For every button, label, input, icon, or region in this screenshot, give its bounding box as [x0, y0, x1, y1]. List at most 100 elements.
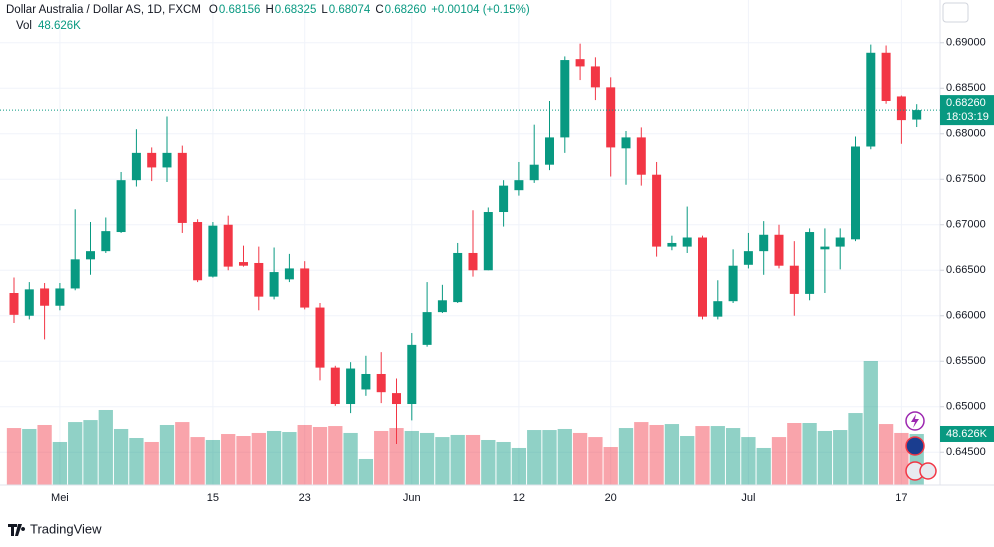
x-tick-label: 17 — [895, 492, 907, 504]
volume-bar — [527, 430, 542, 485]
candle-body — [346, 368, 356, 405]
y-tick-label: 0.68500 — [946, 82, 986, 94]
volume-bar — [787, 423, 802, 485]
candle-body — [759, 234, 769, 252]
candle-body — [835, 237, 845, 247]
volume-bar — [297, 424, 312, 485]
volume-bar — [190, 437, 205, 485]
volume-bar — [649, 424, 664, 485]
volume-bar — [588, 437, 603, 485]
volume-value: 48.626K — [38, 20, 81, 32]
candle-body — [70, 259, 80, 289]
candle-body — [529, 164, 539, 181]
candle-body — [208, 225, 218, 277]
ohlc-key: O — [209, 4, 218, 16]
volume-bar — [572, 432, 588, 485]
candle-body — [239, 262, 248, 266]
candle-body — [315, 307, 325, 368]
change: +0.00104 (+0.15%) — [431, 4, 530, 16]
candle-body — [86, 251, 95, 260]
candle-body — [223, 224, 233, 267]
candle-body — [805, 232, 815, 294]
volume-bar — [725, 428, 741, 485]
ohlc-value: 0.68325 — [275, 4, 317, 16]
candle-body — [55, 288, 65, 306]
volume-bar — [68, 422, 83, 485]
candle-body — [667, 242, 677, 247]
volume-bar — [710, 426, 725, 485]
volume-bar — [98, 409, 113, 485]
candle-body — [177, 152, 187, 223]
volume-bar — [481, 439, 496, 485]
volume-bar — [144, 441, 159, 485]
volume-bar — [771, 437, 787, 485]
candle-body — [330, 367, 340, 405]
candle-body — [437, 300, 447, 313]
volume-bar — [374, 430, 389, 485]
x-tick-label: 12 — [513, 492, 525, 504]
settings-button[interactable] — [942, 2, 969, 23]
candle-body — [162, 152, 172, 168]
candle-body — [575, 59, 585, 67]
grid — [0, 0, 940, 485]
candle-body — [483, 212, 493, 271]
volume-bar — [435, 437, 450, 485]
y-tick-label: 0.67000 — [946, 219, 986, 231]
candle-body — [193, 222, 203, 281]
volume-bar — [618, 428, 634, 485]
candle-body — [728, 265, 738, 302]
bolt-icon — [911, 414, 919, 428]
candle-body — [743, 251, 753, 265]
y-tick-label: 0.65500 — [946, 355, 986, 367]
volume-bar — [603, 447, 618, 485]
volume-bar — [511, 447, 527, 485]
candle-body — [774, 234, 784, 266]
candle-body — [560, 60, 570, 138]
candle-body — [40, 288, 50, 306]
y-tick-label: 0.67500 — [946, 173, 986, 185]
candle-body — [254, 262, 264, 297]
symbol: Dollar Australia / Dollar AS, 1D, FXCM — [6, 4, 201, 16]
price-tag-label: 0.68260 — [946, 97, 986, 109]
axes: 0.64500 0.65000 0.65500 0.66000 0.66500 0.670… — [51, 37, 994, 504]
candle-body — [453, 252, 463, 303]
volume-bar — [817, 430, 833, 485]
us-flag-icon[interactable] — [919, 462, 937, 480]
countdown: 18:03:19 — [946, 111, 989, 123]
volume-bar — [878, 424, 894, 485]
volume-bar — [756, 447, 771, 485]
candle-body — [468, 252, 478, 271]
brand-logo — [8, 524, 26, 536]
header: Dollar Australia / Dollar AS, 1D, FXCM V… — [6, 4, 530, 32]
volume-bar — [236, 436, 251, 485]
volume-bar — [6, 428, 22, 485]
volume-bar — [419, 432, 435, 485]
candle-body — [101, 231, 111, 252]
au-flag-icon[interactable] — [905, 436, 925, 456]
candle-body — [131, 152, 141, 181]
candle-body — [636, 137, 646, 175]
y-tick-label: 0.66000 — [946, 310, 986, 322]
volume-bar — [251, 432, 266, 485]
candle-body — [590, 66, 600, 88]
candle-body — [147, 152, 157, 168]
y-tick-label: 0.65000 — [946, 401, 986, 413]
candle-body — [545, 137, 554, 165]
volume-bar — [664, 424, 680, 485]
candle-body — [269, 272, 279, 297]
candle-body — [514, 180, 524, 191]
brand-name: TradingView — [30, 521, 102, 536]
y-tick-label: 0.64500 — [946, 446, 986, 458]
volume-bar — [634, 422, 649, 485]
volume-bar — [113, 428, 129, 485]
volume-pane — [6, 361, 924, 485]
ohlc-value: 0.68074 — [329, 4, 371, 16]
volume-bar — [496, 441, 511, 485]
candle-body — [652, 174, 662, 247]
candle-body — [499, 185, 509, 213]
volume-bar — [358, 458, 374, 485]
volume-bar — [37, 424, 52, 485]
volume-bar — [83, 420, 98, 485]
candle-body — [422, 312, 432, 345]
volume-bar — [680, 436, 695, 485]
